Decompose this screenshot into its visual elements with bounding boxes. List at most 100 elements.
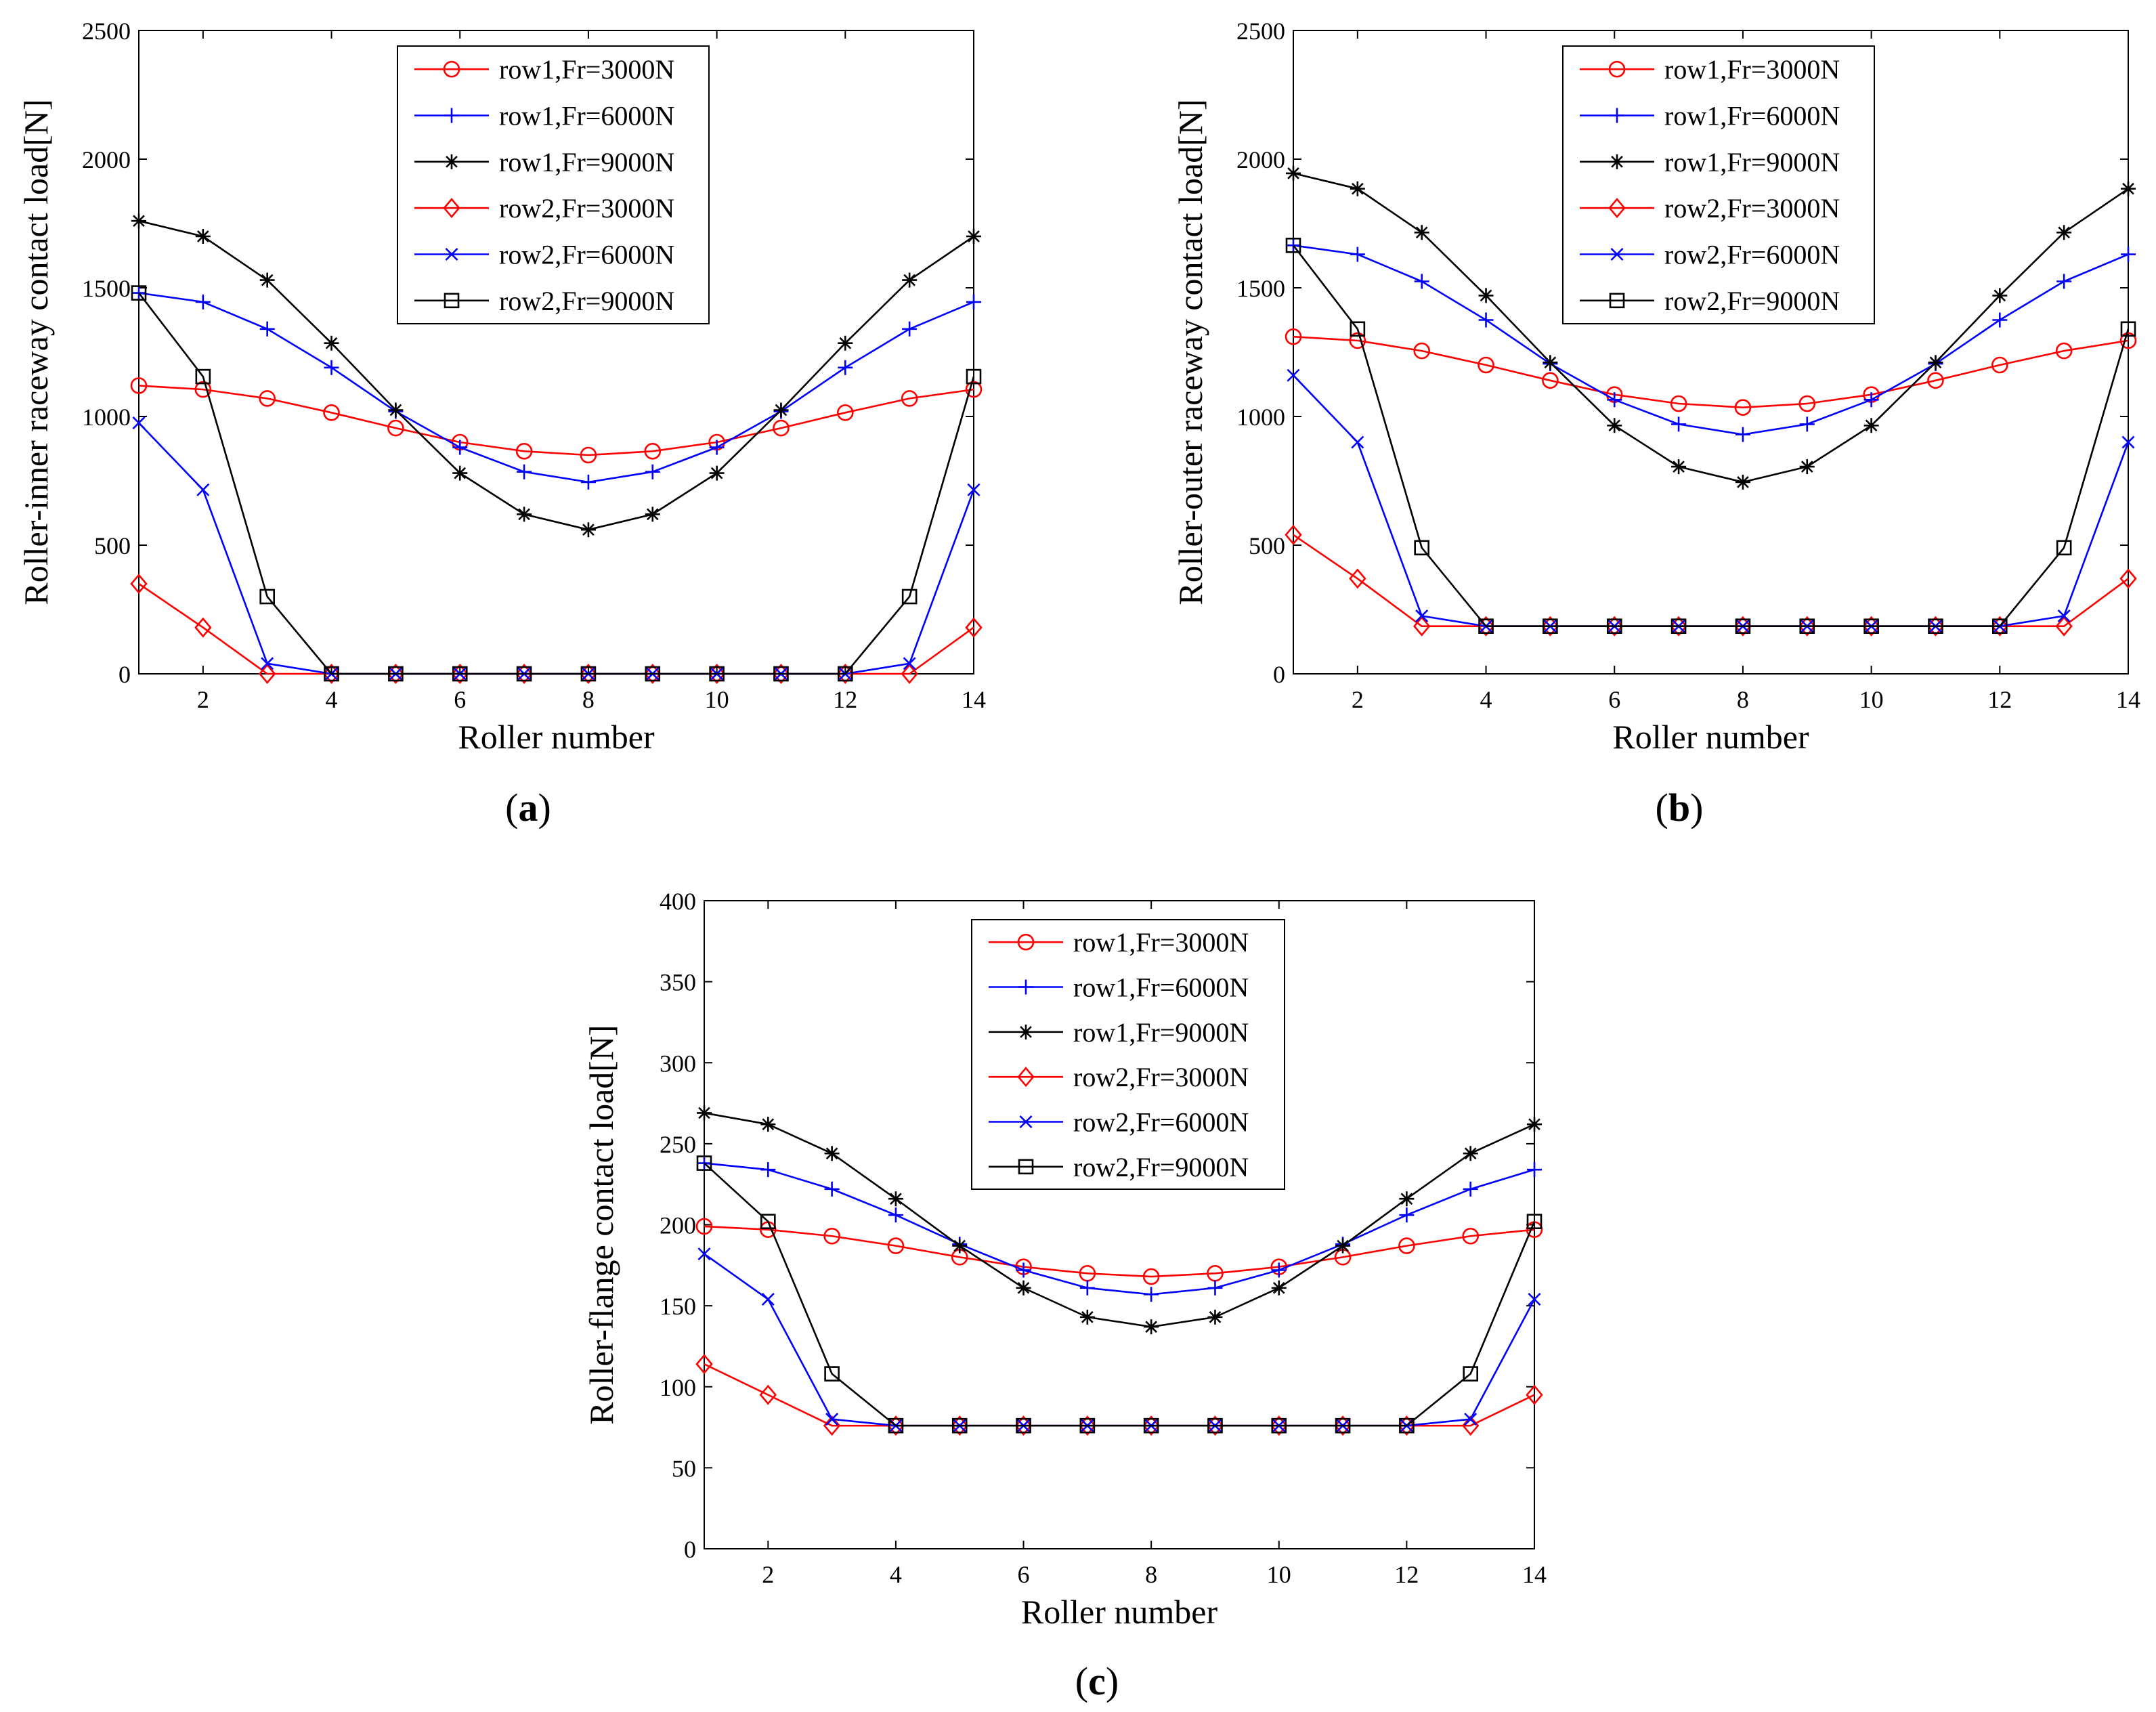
data-point	[1734, 399, 1752, 416]
data-point	[195, 368, 211, 385]
data-point	[708, 663, 726, 685]
data-point	[1798, 395, 1816, 412]
data-point	[838, 666, 853, 682]
data-point	[1541, 616, 1559, 637]
data-point	[1413, 342, 1430, 360]
data-point	[644, 442, 662, 460]
series-row2,Fr=9000N	[1285, 237, 2136, 635]
data-point	[759, 1384, 777, 1405]
x-tick-label: 12	[1987, 686, 2012, 713]
data-point	[1863, 392, 1879, 408]
data-point	[823, 1415, 841, 1436]
data-point	[887, 1237, 905, 1254]
data-point	[1287, 368, 1300, 382]
y-axis-label: Roller-outer raceway contact load[N]	[1171, 99, 1209, 605]
series-row1,Fr=3000N	[695, 1218, 1543, 1285]
legend-marker	[443, 60, 460, 78]
data-point	[836, 663, 855, 685]
series-line	[137, 292, 975, 675]
data-point	[1014, 1415, 1033, 1436]
data-point	[132, 416, 146, 429]
data-point	[773, 402, 789, 418]
series-row1,Fr=3000N	[130, 377, 983, 464]
x-tick-label: 6	[454, 686, 466, 713]
data-point	[902, 321, 918, 337]
panel-b-chart: 0 500 1000 1500 2000 2500 2 4 6 8 10 12 14 Roller num…	[1171, 18, 2140, 756]
data-point	[1670, 618, 1687, 635]
data-point	[1464, 1413, 1478, 1426]
series-line	[1293, 172, 2129, 484]
panel-c-chart: 0 50 100 150 200 250 300 350 400 2 4 6 8 10 12 14 Roller…	[582, 888, 1547, 1631]
data-point	[1335, 1417, 1351, 1434]
legend-marker	[1019, 1115, 1033, 1128]
data-point	[1928, 355, 1943, 370]
data-point	[903, 657, 916, 670]
data-point	[644, 663, 662, 685]
x-axis-label: Roller number	[1612, 718, 1809, 756]
data-point	[131, 213, 146, 229]
data-point	[1527, 1117, 1542, 1132]
y-tick-label: 500	[1249, 532, 1285, 559]
data-point	[824, 1181, 840, 1197]
data-point	[2056, 225, 2072, 240]
data-point	[2119, 332, 2137, 349]
legend-entry: row2,Fr=6000N	[1073, 1107, 1249, 1138]
data-point	[1606, 618, 1622, 635]
data-point	[258, 663, 276, 685]
panel-c-caption-close: )	[1106, 1659, 1119, 1703]
x-tick-label: 12	[1394, 1561, 1419, 1588]
legend-marker	[1610, 108, 1624, 123]
legend-entry: row1,Fr=3000N	[1073, 927, 1249, 958]
series-line	[1292, 244, 2130, 628]
data-point	[196, 483, 210, 496]
data-point	[1670, 395, 1687, 412]
data-point	[1399, 1191, 1415, 1207]
legend-marker	[1017, 933, 1035, 951]
panel-c-caption-open: (	[1075, 1659, 1088, 1703]
data-point	[388, 402, 404, 418]
y-tick-label: 400	[660, 888, 696, 915]
legend-entry: row2,Fr=3000N	[499, 193, 674, 223]
data-point	[516, 666, 532, 682]
panel-a-chart: 0 500 1000 1500 2000 2500 2 4 6 8 10 12 14 Roller num…	[17, 18, 986, 756]
data-point	[951, 1415, 968, 1436]
data-point	[2120, 321, 2136, 337]
legend-entry: row2,Fr=9000N	[1664, 286, 1840, 316]
y-tick-label: 100	[660, 1374, 696, 1401]
data-point	[1414, 225, 1429, 240]
data-point	[760, 1214, 776, 1230]
data-point	[2055, 616, 2073, 637]
data-point	[1461, 1415, 1480, 1436]
x-tick-label: 10	[1267, 1561, 1291, 1588]
y-tick-label: 300	[660, 1050, 696, 1077]
data-point	[1991, 616, 2009, 637]
legend-entry: row2,Fr=3000N	[1664, 193, 1840, 223]
data-point	[515, 663, 533, 685]
data-point	[1463, 1146, 1478, 1161]
series-line	[704, 1112, 1535, 1328]
y-tick-label: 0	[684, 1536, 696, 1563]
data-point	[697, 1155, 712, 1171]
data-point	[1144, 1319, 1159, 1335]
data-point	[1079, 1417, 1096, 1434]
data-point	[966, 229, 981, 244]
x-tick-label: 12	[833, 686, 857, 713]
data-point	[1799, 416, 1815, 432]
data-point	[1415, 609, 1429, 622]
data-point	[773, 666, 789, 682]
legend-marker	[444, 293, 460, 309]
data-point	[388, 666, 404, 682]
data-point	[580, 446, 597, 464]
data-point	[1607, 392, 1622, 408]
data-point	[1271, 1262, 1287, 1278]
data-point	[1350, 247, 1365, 262]
data-point	[1863, 418, 1879, 433]
data-point	[2055, 342, 2073, 360]
legend-marker	[1018, 1024, 1033, 1040]
x-tick-label: 2	[762, 1561, 774, 1588]
legend-box	[971, 919, 1285, 1190]
data-point	[901, 390, 918, 407]
data-point	[1271, 1417, 1287, 1434]
data-point	[2121, 435, 2135, 449]
x-tick-label: 4	[326, 686, 338, 713]
